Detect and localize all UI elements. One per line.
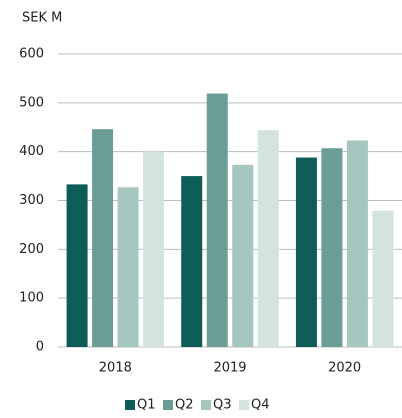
y-tick-label: 200: [19, 242, 44, 257]
legend-label: Q3: [213, 398, 232, 413]
y-tick-label: 0: [36, 340, 44, 355]
legend-swatch: [201, 400, 211, 410]
bar: [66, 184, 88, 347]
bar: [257, 130, 279, 347]
bar: [181, 176, 203, 347]
x-tick-label: 2020: [328, 361, 361, 376]
chart-title: SEK M: [22, 11, 62, 26]
y-tick-label: 600: [19, 47, 44, 62]
legend-swatch: [239, 400, 249, 410]
bar: [232, 164, 254, 347]
x-tick-label: 2018: [99, 361, 132, 376]
y-tick-label: 300: [19, 193, 44, 208]
bar: [321, 148, 343, 347]
legend-label: Q2: [175, 398, 194, 413]
bar: [206, 93, 228, 348]
bar: [346, 140, 368, 347]
legend-swatch: [125, 400, 135, 410]
bar: [372, 210, 394, 347]
y-tick-label: 500: [19, 95, 44, 110]
y-tick-label: 400: [19, 144, 44, 159]
x-tick-label: 2019: [213, 361, 246, 376]
legend-label: Q1: [137, 398, 156, 413]
legend-label: Q4: [251, 398, 270, 413]
bar: [92, 129, 114, 347]
bar: [117, 187, 139, 347]
legend-swatch: [163, 400, 173, 410]
bar: [143, 151, 165, 347]
bar: [295, 157, 317, 347]
y-tick-label: 100: [19, 291, 44, 306]
